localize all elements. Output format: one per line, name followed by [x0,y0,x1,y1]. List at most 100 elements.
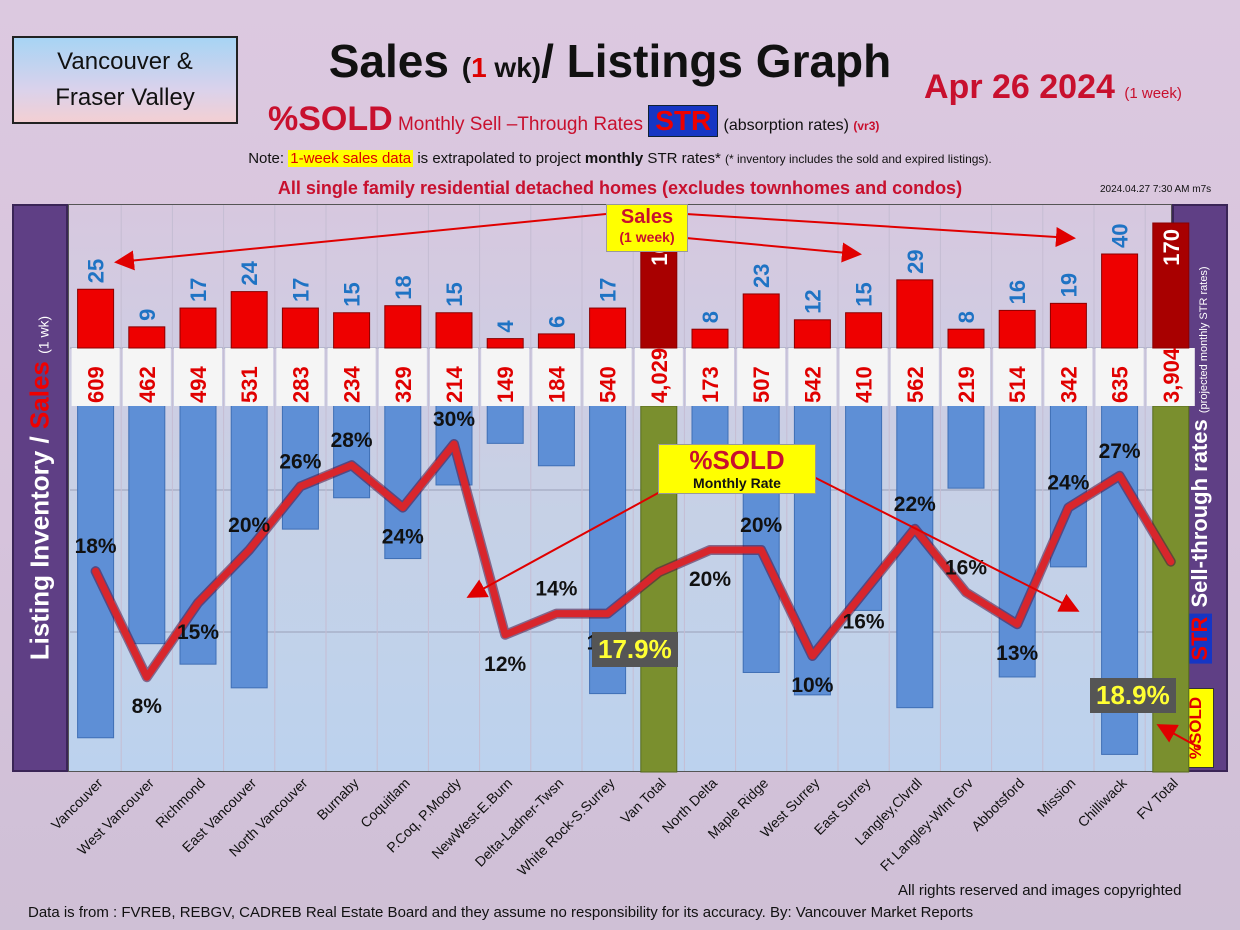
listing-label-bg [788,348,837,406]
title-a: Sales [328,35,462,87]
sales-value-label: 16 [1005,280,1030,304]
title-c: 1 [471,52,487,83]
subtitle-version: (vr3) [853,119,880,133]
listing-label-bg [839,348,888,406]
sold-callout: %SOLD Monthly Rate [658,444,816,494]
sales-value-label: 4 [493,320,518,333]
subtitle-tail: (absorption rates) [723,117,849,134]
sold-pct-label: 30% [433,408,475,431]
listing-label-bg [993,348,1042,406]
sales-bar [281,307,319,349]
sold-pct-label: 16% [843,610,885,633]
listing-label-bg [890,348,939,406]
sales-bar [486,338,524,349]
callout-arrow [799,469,1080,612]
sales-bar [947,328,985,349]
sales-value-label: 15 [442,282,467,306]
category-label: Abbotsford [968,775,1027,834]
category-label: Chilliwack [1074,774,1130,830]
listing-value-label: 184 [544,366,569,403]
callout-arrow [114,213,607,271]
sales-bar [1049,302,1087,349]
listing-value-label: 462 [135,366,160,403]
sales-bar [1101,253,1139,349]
description: All single family residential detached h… [277,178,963,198]
sold-pct-label: 15% [177,621,219,644]
sales-callout: Sales (1 week) [606,204,688,252]
listing-value-label: 562 [903,366,928,403]
sales-value-label: 24 [237,260,262,285]
title-e: / Listings Graph [541,35,892,87]
region-box: Vancouver & Fraser Valley [12,36,238,124]
sales-value-label: 18 [391,275,416,299]
sold-pct-label: 12% [484,653,526,676]
sales-bar [998,309,1036,349]
listing-label-bg [737,348,786,406]
listing-value-label: 3,904 [1159,347,1184,403]
sales-value-label: 6 [544,316,569,328]
listing-label-bg [327,348,376,406]
sales-value-label: 8 [954,311,979,323]
sales-value-label: 17 [186,278,211,302]
category-label: White Rock-S.Surrey [514,775,618,879]
sold-callout-title: %SOLD [689,445,785,475]
region-line1: Vancouver & [57,48,193,75]
listing-bar [1152,405,1190,773]
listing-value-label: 4,029 [647,348,672,403]
left-axis-label: Listing Inventory / Sales (1 wk) [12,204,68,772]
listing-value-label: 494 [186,366,211,403]
subtitle-sold: %SOLD [268,100,393,138]
category-label: Ft Langley-Wlnt Grv [877,775,976,874]
sales-bar [896,279,934,349]
sales-bar [384,305,422,349]
sold-pct-label: 20% [740,514,782,537]
sales-bar [691,328,729,349]
sold-pct-label: 26% [279,450,321,473]
note-line: Note: 1-week sales data is extrapolated … [0,150,1240,167]
sold-pct-label: 8% [132,695,163,718]
listing-label-bg [686,348,734,406]
listing-value-label: 283 [288,366,313,403]
sold-pct-label: 27% [1099,440,1141,463]
sales-callout-sub: (1 week) [619,229,675,245]
sold-pct-label: 24% [1047,472,1089,495]
sold-line [92,440,1175,681]
listing-label-bg [174,348,222,406]
title-b: ( [461,52,472,83]
sales-value-label: 15 [340,282,365,306]
sales-value-label: 17 [596,278,621,302]
note-bold: monthly [584,150,644,167]
sold-pct-label: 13% [996,642,1038,665]
date-text: Apr 26 2024 [924,68,1115,106]
sold-pct-label: 24% [382,526,424,549]
sales-value-label: 29 [903,249,928,273]
sales-bar [333,312,371,349]
sold-pct-label: 22% [894,493,936,516]
listing-value-label: 214 [442,366,467,403]
listing-value-label: 507 [749,366,774,403]
category-label: Burnaby [314,775,362,823]
copyright: All rights reserved and images copyright… [898,882,1182,899]
note-b: is extrapolated to project [413,150,585,167]
listing-value-label: 410 [852,366,877,403]
total-sold-pct: 18.9% [1090,678,1176,713]
sales-callout-title: Sales [620,206,674,228]
report-date: Apr 26 2024 (1 week) [924,68,1182,107]
listing-label-bg [1146,348,1195,406]
sales-bar [1152,222,1190,349]
listing-value-label: 635 [1108,366,1133,403]
listing-value-label: 342 [1056,366,1081,403]
listing-value-label: 531 [237,366,262,403]
date-note: (1 week) [1124,85,1182,102]
sold-pct-label: 10% [791,674,833,697]
sales-bar [230,291,268,349]
listing-value-label: 234 [340,366,365,403]
title-d: wk) [486,52,542,83]
note-small: (* inventory includes the sold and expir… [724,152,992,166]
sales-value-label: 40 [1108,224,1133,248]
sold-pct-label: 16% [945,556,987,579]
listing-label-bg [122,348,171,406]
sales-value-label: 8 [698,311,723,323]
sold-pct-label: 20% [689,568,731,591]
listing-label-bg [532,348,581,406]
